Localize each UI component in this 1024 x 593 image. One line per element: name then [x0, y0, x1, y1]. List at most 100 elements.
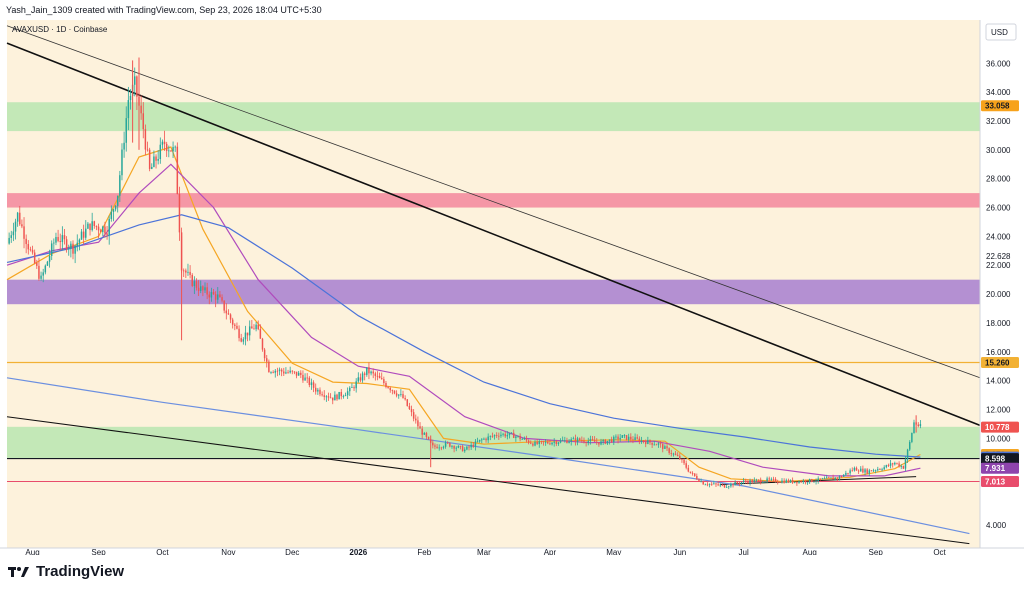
- candle: [702, 480, 704, 485]
- candle-body: [668, 448, 670, 453]
- price-tag-6: 7.931: [981, 462, 1019, 474]
- candle-body: [76, 242, 79, 246]
- candle: [27, 240, 30, 255]
- candle-body: [536, 441, 538, 444]
- y-tick-label: 28.000: [986, 175, 1011, 184]
- y-tick-label: 12.000: [986, 406, 1011, 415]
- candle-body: [368, 367, 370, 374]
- candle: [327, 392, 330, 401]
- price-tag-label: 10.778: [985, 423, 1010, 432]
- candle: [704, 483, 707, 486]
- candle: [800, 480, 802, 483]
- candle-body: [204, 287, 206, 291]
- candle-body: [913, 422, 915, 434]
- candle-body: [600, 441, 602, 445]
- candle: [593, 436, 596, 442]
- candle-body: [632, 439, 634, 441]
- candle-body: [464, 449, 466, 452]
- candle: [789, 479, 792, 483]
- candle: [819, 478, 822, 481]
- candle: [544, 439, 547, 446]
- candle: [785, 478, 787, 484]
- candle-body: [217, 294, 219, 300]
- candle-body: [587, 441, 589, 444]
- zone-pink: [7, 193, 980, 208]
- candle-body: [679, 455, 681, 460]
- candle-body: [525, 438, 528, 441]
- currency-button[interactable]: [985, 23, 1017, 41]
- candle-body: [283, 371, 285, 374]
- candle: [849, 468, 851, 476]
- candle-body: [472, 444, 475, 447]
- candle-body: [717, 484, 719, 486]
- candle: [902, 465, 905, 470]
- candle: [238, 325, 240, 342]
- candle: [802, 478, 805, 485]
- x-tick-label: 2026: [349, 548, 367, 555]
- candle-body: [776, 481, 779, 483]
- candle-body: [231, 319, 234, 325]
- price-chart[interactable]: 4.000 10.000 12.000 14.000 16.000 18.000 20.00…: [0, 20, 1024, 555]
- candle-body: [808, 479, 811, 483]
- candle: [617, 434, 619, 444]
- candle-body: [163, 141, 166, 144]
- candle-body: [415, 418, 417, 421]
- candle-body: [674, 453, 677, 455]
- candle: [527, 439, 530, 445]
- candle-body: [476, 441, 479, 443]
- candle: [898, 461, 900, 468]
- candle: [615, 434, 617, 441]
- price-tag-label: 7.013: [985, 477, 1006, 486]
- candle-body: [206, 287, 208, 295]
- candle: [289, 366, 291, 374]
- candle: [627, 433, 630, 443]
- candle-body: [572, 438, 575, 440]
- candle-body: [706, 484, 709, 486]
- candle: [21, 219, 23, 229]
- candle-body: [236, 325, 238, 329]
- candle-body: [453, 446, 455, 449]
- candle-body: [796, 482, 798, 484]
- candle: [408, 402, 411, 410]
- candle: [370, 370, 372, 376]
- x-tick-label: Aug: [803, 548, 817, 555]
- candle-body: [838, 476, 841, 479]
- y-tick-label: 26.000: [986, 204, 1011, 213]
- candle: [621, 435, 624, 438]
- candle: [776, 479, 779, 485]
- candle-body: [489, 435, 492, 437]
- candle: [823, 476, 826, 480]
- candle: [913, 419, 915, 434]
- candle: [244, 325, 247, 346]
- candle: [223, 300, 225, 314]
- candle: [129, 89, 132, 110]
- candle: [476, 437, 479, 443]
- candle: [185, 268, 187, 278]
- candle: [400, 389, 402, 397]
- candle: [768, 476, 770, 482]
- candle: [251, 319, 253, 329]
- candle-body: [227, 313, 230, 315]
- footer-branding: TradingView: [8, 563, 124, 580]
- candle: [500, 431, 502, 438]
- candle-body: [85, 228, 87, 238]
- candle: [346, 387, 349, 399]
- candle: [436, 443, 438, 449]
- candle: [242, 337, 245, 345]
- candle-body: [178, 194, 181, 233]
- candle: [174, 145, 176, 152]
- candle: [515, 435, 517, 442]
- candle: [14, 218, 17, 240]
- candle: [323, 390, 325, 401]
- candle: [687, 464, 690, 473]
- y-tick-label: 14.000: [986, 377, 1011, 386]
- candle-body: [872, 470, 875, 472]
- candle-body: [300, 372, 302, 375]
- candle-body: [755, 479, 758, 481]
- candle-body: [108, 218, 110, 236]
- candle: [894, 461, 896, 466]
- candle-body: [630, 436, 632, 440]
- candle: [48, 249, 51, 268]
- candle: [406, 399, 409, 407]
- moving-average-0: [6, 146, 921, 483]
